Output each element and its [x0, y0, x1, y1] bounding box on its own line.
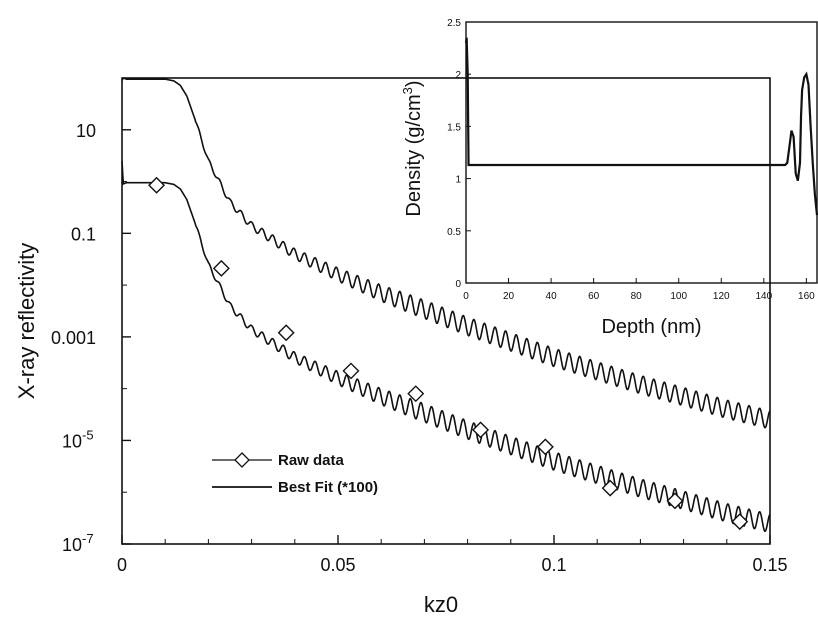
main-y-axis-label: X-ray reflectivity — [14, 243, 39, 399]
inset-y-axis-ticks: 0 0.5 1 1.5 2 2.5 — [447, 18, 471, 290]
inset-y-axis-label-close: ) — [403, 80, 425, 87]
raw-data-point — [536, 438, 554, 456]
inset-y-axis-label-main: Density (g/cm — [403, 94, 425, 216]
inset-y-axis-label: Density (g/cm3) — [400, 80, 425, 216]
inset-y-tick-label: 0.5 — [447, 227, 461, 238]
main-x-tick-label: 0.1 — [541, 555, 566, 575]
raw-data-point — [472, 421, 490, 439]
main-y-axis-ticks: 10 0.1 0.001 10-5 10-7 — [51, 77, 131, 555]
legend-raw-data-label: Raw data — [278, 452, 345, 469]
main-x-axis-label: kz0 — [424, 592, 458, 617]
series-best-fit-line — [121, 160, 771, 533]
main-x-tick-label: 0.05 — [320, 555, 355, 575]
raw-data-point — [601, 479, 619, 497]
legend: Raw data Best Fit (*100) — [212, 452, 378, 496]
raw-data-point — [407, 385, 425, 403]
raw-data-point — [666, 492, 684, 510]
main-y-tick-label: 10 — [76, 121, 96, 141]
inset-x-axis-ticks: 0 20 40 60 80 100 120 140 160 — [463, 278, 815, 302]
inset-plot-frame — [465, 21, 818, 284]
series-best-fit-scaled-line — [121, 77, 771, 429]
main-y-tick-label: 10-5 — [62, 427, 94, 451]
main-y-tick-label: 0.1 — [71, 224, 96, 244]
inset-y-tick-label: 0 — [455, 279, 461, 290]
inset-x-tick-label: 80 — [631, 291, 643, 302]
inset-y-tick-label: 1 — [455, 175, 461, 186]
inset-x-tick-label: 120 — [713, 291, 730, 302]
inset-x-axis-label: Depth (nm) — [601, 316, 701, 338]
main-x-tick-label: 0 — [117, 555, 127, 575]
main-plot-frame — [121, 77, 771, 545]
raw-data-point — [342, 362, 360, 380]
inset-density-profile-line — [464, 37, 818, 216]
raw-data-point — [148, 176, 166, 194]
inset-y-tick-label: 2 — [455, 70, 461, 81]
inset-y-axis-label-exponent: 3 — [400, 87, 415, 94]
inset-x-tick-label: 20 — [503, 291, 515, 302]
inset-x-tick-label: 0 — [463, 291, 469, 302]
raw-data-point — [212, 259, 230, 277]
main-y-tick-label: 0.001 — [51, 328, 96, 348]
main-x-tick-label: 0.15 — [752, 555, 787, 575]
main-marker-group — [148, 176, 749, 531]
main-series-group — [121, 77, 771, 533]
main-y-tick-label: 10-7 — [62, 531, 94, 555]
inset-x-tick-label: 140 — [755, 291, 772, 302]
inset-y-tick-label: 2.5 — [447, 18, 461, 29]
raw-data-point — [277, 324, 295, 342]
main-x-axis-ticks: 0 0.05 0.1 0.15 — [117, 535, 788, 575]
inset-x-tick-label: 160 — [798, 291, 815, 302]
legend-raw-data-diamond-marker — [234, 452, 250, 468]
legend-best-fit-label: Best Fit (*100) — [278, 479, 378, 496]
inset-x-tick-label: 40 — [546, 291, 558, 302]
inset-x-tick-label: 60 — [588, 291, 600, 302]
inset-y-tick-label: 1.5 — [447, 122, 461, 133]
inset-chart: 0 20 40 60 80 100 120 140 160 0 0.5 1 1.5 2 2.5 Depth… — [400, 18, 818, 338]
inset-x-tick-label: 100 — [670, 291, 687, 302]
raw-data-point — [731, 513, 749, 531]
